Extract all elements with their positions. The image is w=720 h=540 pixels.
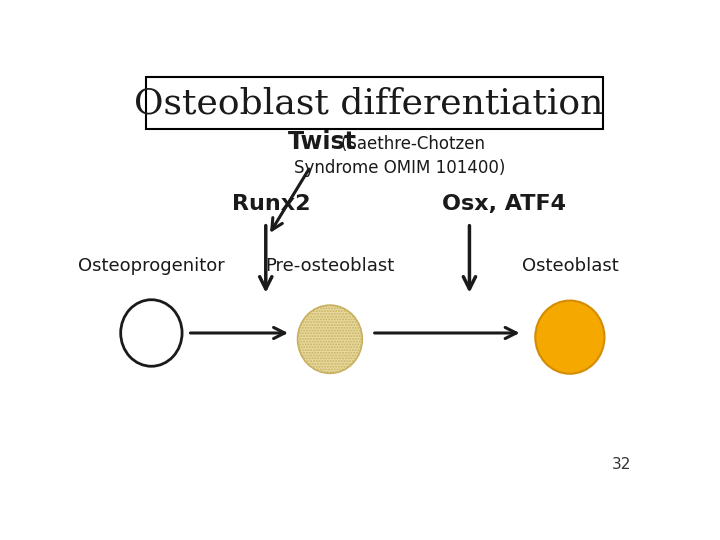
Text: Osteoblast: Osteoblast (521, 257, 618, 275)
Ellipse shape (297, 305, 362, 373)
Ellipse shape (535, 301, 605, 374)
Text: (Saethre-Chotzen: (Saethre-Chotzen (341, 136, 486, 153)
Text: Osx, ATF4: Osx, ATF4 (441, 194, 565, 214)
Ellipse shape (121, 300, 182, 366)
Text: Osteoblast differentiation: Osteoblast differentiation (135, 86, 603, 120)
FancyBboxPatch shape (145, 77, 603, 129)
Text: Pre-osteoblast: Pre-osteoblast (265, 257, 395, 275)
Text: Twist: Twist (288, 130, 357, 154)
Text: Osteoprogenitor: Osteoprogenitor (78, 257, 225, 275)
Text: Runx2: Runx2 (233, 194, 311, 214)
Text: Syndrome OMIM 101400): Syndrome OMIM 101400) (294, 159, 505, 177)
Text: 32: 32 (612, 457, 631, 472)
